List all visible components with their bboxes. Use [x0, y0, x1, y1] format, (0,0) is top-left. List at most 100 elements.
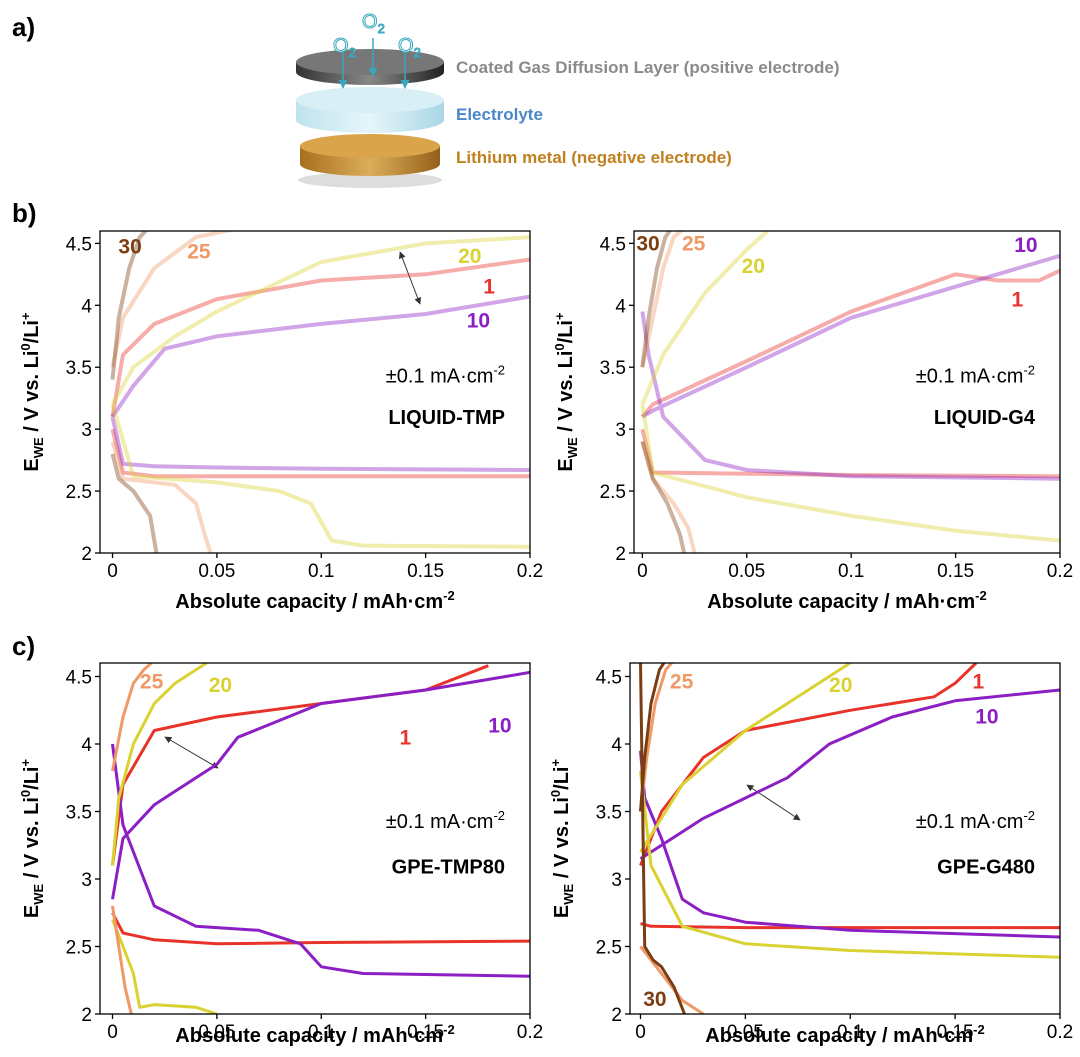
y-axis-label-part: WE: [565, 437, 580, 458]
gdl-top: [296, 49, 444, 75]
x-tick-label: 0: [637, 561, 648, 582]
x-axis-label-text: Absolute capacity / mAh·cm: [707, 591, 975, 613]
plot: [111, 663, 530, 1014]
y-tick-label: 3.5: [66, 358, 92, 379]
annotation-text: ±0.1 mA·cm: [386, 811, 494, 833]
cycle-curve: [110, 231, 236, 553]
x-axis-label-sup: -2: [973, 1022, 985, 1037]
cycle-curve: [640, 231, 1060, 543]
y-tick-label: 2: [611, 1005, 622, 1026]
cycle-curve: [110, 294, 530, 472]
y-tick-label: 3.5: [596, 803, 622, 824]
y-tick-label: 3: [81, 420, 92, 441]
cycle-label: 1: [399, 727, 411, 750]
trend-arrow: [746, 784, 801, 821]
cycle-label: 1: [483, 276, 495, 299]
cycle-curve: [111, 664, 530, 946]
y-axis-label-part: 0: [548, 790, 563, 797]
y-tick-label: 3: [81, 870, 92, 891]
y-axis-label: EWE / V vs. Li0/Li+: [18, 759, 46, 919]
cycle-label: 25: [682, 232, 706, 255]
x-tick-label: 0.1: [308, 1022, 334, 1043]
annotation: ±0.1 mA·cm-2: [916, 362, 1035, 387]
x-tick-label: 0.05: [198, 561, 235, 582]
cycle-curve: [639, 663, 686, 1014]
x-tick-label: 0: [635, 1022, 646, 1043]
cycle-label: 1: [1012, 289, 1024, 312]
plot-frame: [99, 662, 531, 1015]
y-tick-label: 2.5: [66, 938, 92, 959]
x-tick-label: 0: [107, 561, 118, 582]
x-tick-label: 0.2: [1047, 1022, 1073, 1043]
y-axis-label-part: +: [548, 759, 563, 767]
sample-name: LIQUID-G4: [934, 407, 1036, 429]
y-axis-label-part: E: [21, 458, 43, 471]
panel-label: b): [12, 198, 37, 228]
x-tick-label: 0.05: [727, 1022, 764, 1043]
x-axis-label: Absolute capacity / mAh·cm-2: [175, 588, 454, 613]
annotation-text: ±0.1 mA·cm: [916, 365, 1024, 387]
y-tick-label: 3.5: [600, 358, 626, 379]
cycle-label: 20: [209, 674, 232, 697]
plot-frame: [99, 230, 531, 554]
x-axis-label-sup: -2: [443, 588, 455, 603]
sample-name: GPE-TMP80: [392, 857, 505, 879]
y-axis-label-part: 0: [18, 343, 33, 350]
cycle-curve: [110, 235, 530, 549]
y-tick-label: 2.5: [596, 938, 622, 959]
x-axis-label-sup: -2: [443, 1022, 455, 1037]
panel-label: a): [12, 12, 35, 42]
cycle-label: 20: [458, 245, 481, 268]
annotation: ±0.1 mA·cm-2: [386, 362, 505, 387]
x-tick-label: 0.15: [407, 1022, 444, 1043]
layer-label: Lithium metal (negative electrode): [456, 148, 732, 167]
cycle-label: 20: [742, 255, 765, 278]
layer-label: Electrolyte: [456, 105, 543, 124]
y-axis-label-part: +: [18, 312, 33, 320]
y-tick-label: 2.5: [600, 482, 626, 503]
y-tick-label: 2: [81, 544, 92, 565]
o2-label: O2: [333, 35, 356, 60]
y-tick-label: 4: [615, 296, 626, 317]
y-tick-label: 4.5: [66, 234, 92, 255]
x-tick-label: 0.05: [198, 1022, 235, 1043]
y-axis-label-part: 0: [18, 790, 33, 797]
trend-arrow: [398, 251, 422, 305]
annotation-text: ±0.1 mA·cm: [386, 365, 494, 387]
y-axis-label-part: +: [552, 312, 567, 320]
x-axis-label: Absolute capacity / mAh·cm-2: [705, 1022, 984, 1047]
annotation-sup: -2: [1023, 362, 1035, 377]
y-axis-label-part: / V vs. Li: [555, 351, 577, 438]
cycle-label: 30: [636, 232, 659, 255]
y-axis-label-part: WE: [31, 883, 46, 904]
cycle-label: 25: [670, 671, 694, 694]
cycle-label: 10: [488, 714, 511, 737]
cycle-label: 10: [467, 310, 490, 333]
cycle-curve: [110, 231, 159, 553]
cycle-curve: [640, 231, 697, 553]
annotation-text: ±0.1 mA·cm: [916, 811, 1024, 833]
x-axis-label: Absolute capacity / mAh·cm-2: [175, 1022, 454, 1047]
y-axis-label-part: /Li: [21, 320, 43, 343]
annotation: ±0.1 mA·cm-2: [916, 808, 1035, 833]
x-tick-label: 0.15: [937, 561, 974, 582]
cycle-curve: [110, 257, 530, 479]
x-tick-label: 0.15: [407, 561, 444, 582]
x-tick-label: 0.2: [1047, 561, 1073, 582]
x-tick-label: 0.1: [838, 561, 864, 582]
x-tick-label: 0.15: [937, 1022, 974, 1043]
y-axis-label-part: 0: [552, 343, 567, 350]
y-axis-label-part: E: [555, 458, 577, 471]
y-tick-label: 4: [611, 735, 622, 756]
plot-frame: [633, 230, 1061, 554]
cycle-curve: [111, 663, 218, 1014]
y-tick-label: 3: [611, 870, 622, 891]
x-axis-label-sup: -2: [975, 588, 987, 603]
cycle-curve: [639, 663, 1060, 959]
y-axis-label-part: /Li: [21, 767, 43, 790]
y-axis-label-part: WE: [561, 883, 576, 904]
o2-label: O2: [362, 11, 385, 36]
shadow: [298, 172, 442, 188]
lithium-top: [300, 134, 440, 158]
cycle-label: 20: [829, 674, 852, 697]
